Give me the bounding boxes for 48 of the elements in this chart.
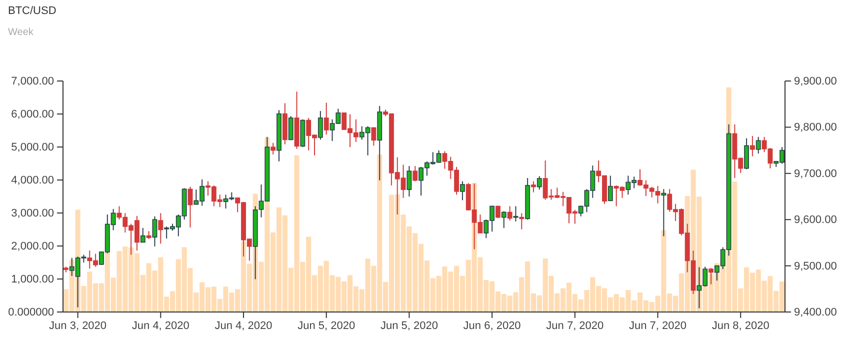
x-tick-label: Jun 8, 2020 <box>712 320 770 332</box>
candlestick <box>412 166 418 182</box>
y-tick-label: 4,000.00 <box>11 174 54 187</box>
candlestick <box>152 216 158 247</box>
x-tick-label: Jun 7, 2020 <box>629 320 687 332</box>
x-tick-label: Jun 3, 2020 <box>49 320 107 332</box>
candlestick <box>188 186 193 228</box>
candlestick <box>507 206 512 222</box>
candlestick <box>756 136 761 154</box>
y2-tick-label: 9,800.00 <box>794 122 837 134</box>
y-tick-label: 5,000.00 <box>11 142 54 154</box>
candlestick <box>324 102 329 136</box>
candlestick <box>608 175 613 202</box>
candlestick <box>288 116 294 141</box>
chart-title: BTC/USD <box>8 5 56 17</box>
y-tick-label: 6,000.00 <box>11 108 54 121</box>
y-tick-label: 1,000.00 <box>11 274 54 286</box>
candlestick <box>406 166 412 197</box>
candlestick <box>318 110 323 140</box>
chart-subtitle: Week <box>8 27 34 38</box>
y-tick-label: 7,000.00 <box>11 76 54 88</box>
x-tick-label: Jun 5, 2020 <box>380 320 438 332</box>
candlestick <box>750 135 755 157</box>
candlestick <box>513 206 518 222</box>
x-tick-label: Jun 4, 2020 <box>214 320 272 332</box>
y2-tick-label: 9,900.00 <box>794 76 837 88</box>
y-tick-label: 3,000.00 <box>11 208 54 220</box>
candlestick <box>536 176 542 190</box>
y-tick-label: 0.000000 <box>8 306 54 319</box>
candlestick <box>371 127 376 146</box>
candlestick <box>270 142 276 155</box>
x-tick-label: Jun 7, 2020 <box>546 320 604 332</box>
candlestick <box>460 180 465 201</box>
candlestick <box>531 180 536 193</box>
x-tick-label: Jun 5, 2020 <box>298 320 356 332</box>
candlestick <box>140 227 146 243</box>
candlestick <box>744 138 750 170</box>
candlestick <box>501 210 506 228</box>
x-tick-label: Jun 6, 2020 <box>463 320 521 332</box>
y2-tick-label: 9,700.00 <box>794 168 837 180</box>
candlestick <box>519 212 524 230</box>
y-tick-label: 2,000.00 <box>11 240 54 253</box>
candlestick <box>158 212 164 244</box>
x-tick-label: Jun 4, 2020 <box>132 320 190 332</box>
candlestick <box>496 205 500 219</box>
y2-tick-label: 9,500.00 <box>794 260 837 272</box>
y2-tick-label: 9,600.00 <box>794 214 837 226</box>
y2-tick-label: 9,400.00 <box>794 306 837 319</box>
